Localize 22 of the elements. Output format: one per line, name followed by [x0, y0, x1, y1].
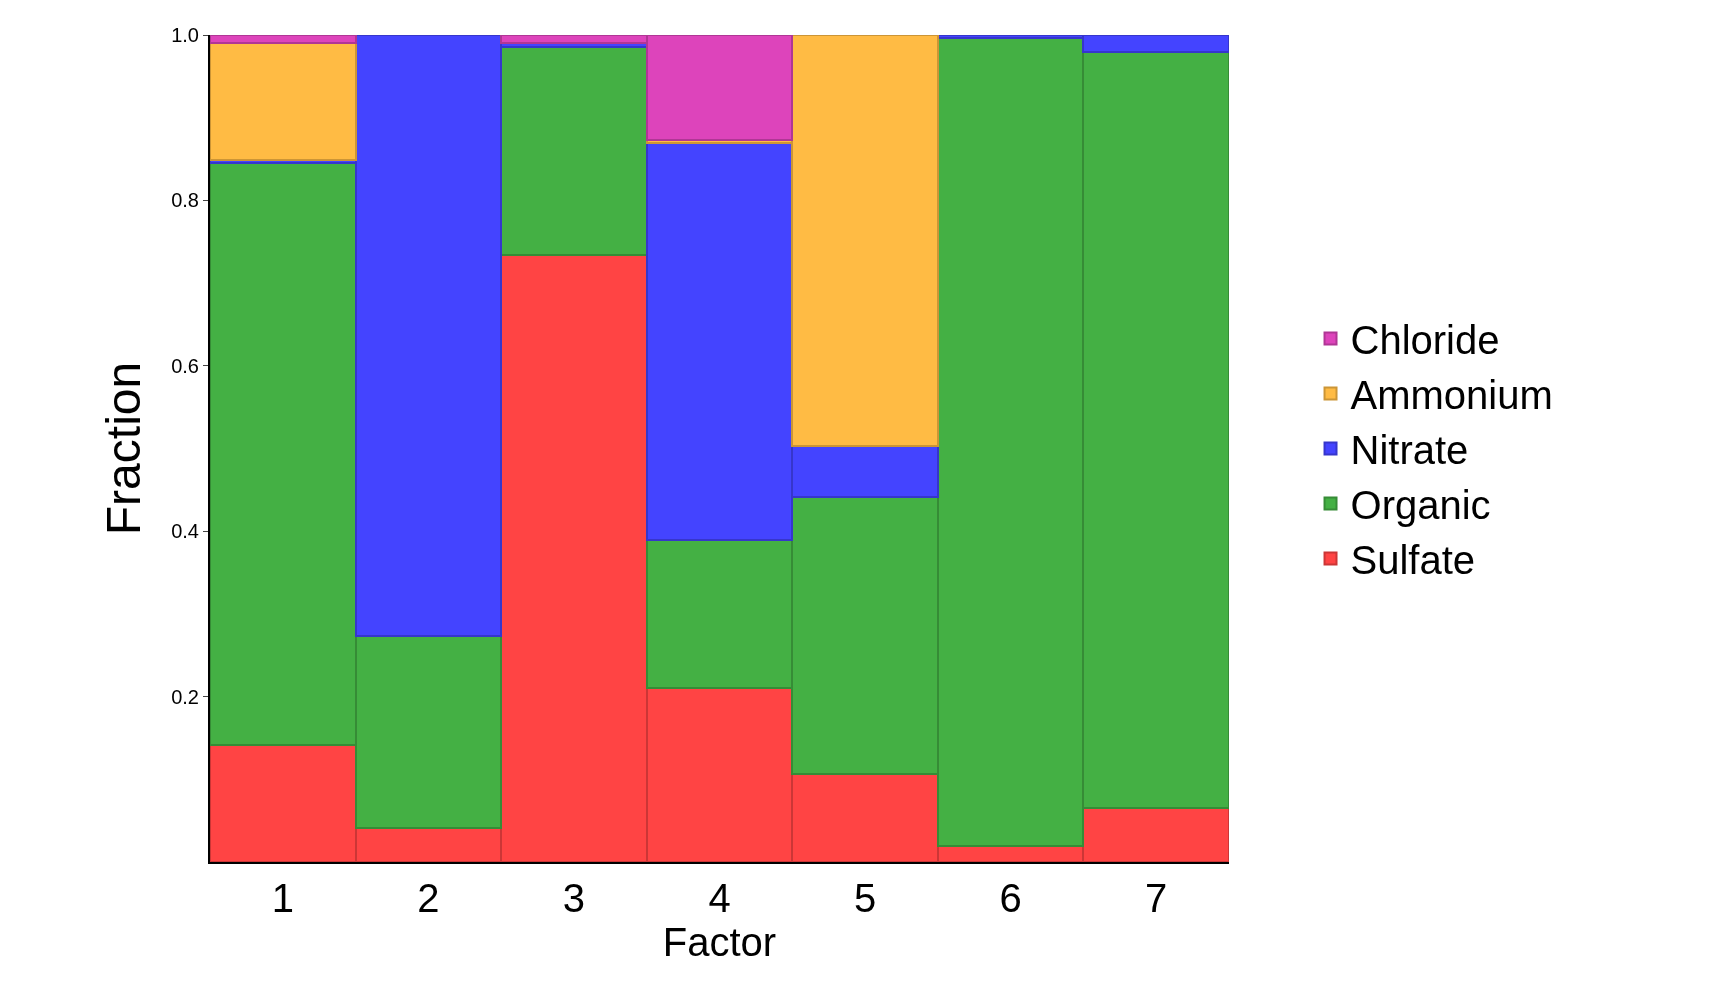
x-tick-label: 4	[708, 876, 731, 920]
legend-label: Nitrate	[1350, 428, 1469, 473]
y-tick-label: 0.6	[171, 354, 199, 377]
x-tick-label: 6	[999, 876, 1022, 920]
y-tick-label: 0.8	[171, 189, 199, 212]
y-tick-label: 1.0	[171, 24, 199, 46]
bar	[210, 42, 357, 161]
y-tick-label: 0.4	[171, 520, 199, 543]
x-axis-title: Factor	[662, 920, 777, 964]
y-axis-title: Fraction	[97, 361, 151, 536]
legend-label: Ammonium	[1350, 373, 1553, 418]
x-tick-label: 2	[417, 876, 440, 920]
x-tick-label: 1	[271, 876, 294, 920]
x-tick-label: 3	[562, 876, 586, 920]
bar	[500, 46, 648, 256]
legend-label: Organic	[1350, 483, 1491, 528]
bar	[210, 35, 357, 44]
legend-label: Sulfate	[1350, 538, 1476, 583]
x-tick-label: 7	[1145, 876, 1168, 920]
legend-label: Chloride	[1350, 318, 1500, 363]
y-tick-label: 0.2	[171, 685, 199, 708]
x-tick-label: 5	[853, 876, 877, 920]
